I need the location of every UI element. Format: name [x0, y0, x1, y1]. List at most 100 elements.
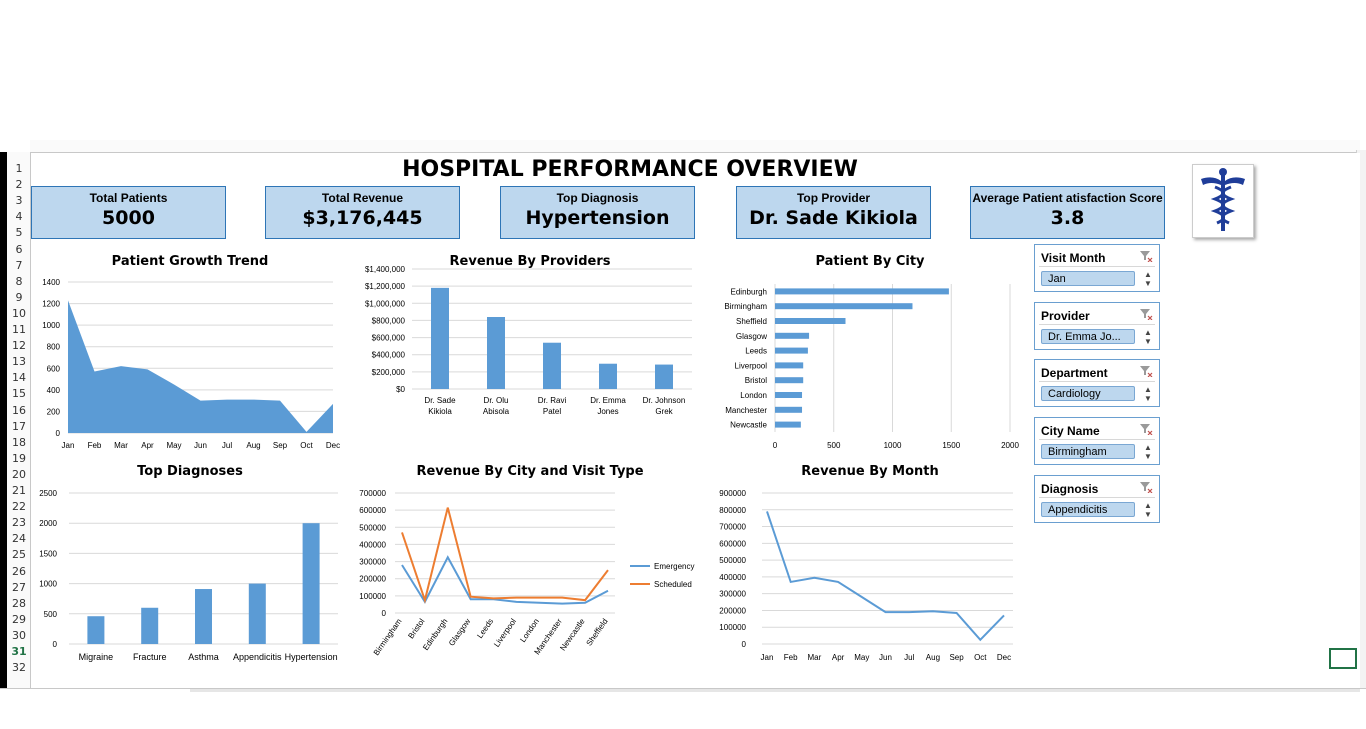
category-label: Manchester: [725, 406, 767, 415]
category-label: May: [854, 653, 869, 662]
row-number[interactable]: 30: [12, 628, 26, 642]
row-number[interactable]: 6: [15, 242, 23, 256]
row-number[interactable]: 5: [15, 226, 23, 240]
category-label: Birmingham: [372, 617, 404, 657]
slicer-visit-month[interactable]: Visit Month Jan ▲ ▼: [1034, 244, 1160, 292]
tick-label: 200: [47, 407, 61, 416]
kpi-top-diagnosis[interactable]: Top Diagnosis Hypertension: [500, 186, 695, 239]
tab-strip[interactable]: [190, 689, 1360, 692]
row-number[interactable]: 1: [15, 162, 23, 175]
clear-filter-icon[interactable]: [1139, 250, 1153, 262]
scroll-arrows-icon[interactable]: ▲ ▼: [1144, 443, 1152, 461]
row-number[interactable]: 4: [15, 210, 23, 224]
tick-label: 500: [44, 610, 58, 619]
category-label: Leeds: [475, 617, 495, 640]
tick-label: Aug: [246, 441, 260, 450]
row-number[interactable]: 21: [12, 484, 26, 497]
row-number[interactable]: 20: [12, 467, 26, 481]
tick-label: $600,000: [372, 334, 406, 343]
row-number[interactable]: 7: [15, 258, 23, 272]
tick-label: 400: [47, 386, 61, 395]
revenue-by-providers-chart[interactable]: $0 $200,000 $400,000 $600,000 $800,000 $1,000…: [350, 262, 695, 427]
blank-area: [0, 0, 1366, 140]
revenue-by-city-visit-chart[interactable]: 0 100000 200000 300000 400000 500000 600000 700…: [350, 485, 705, 685]
kpi-total-revenue[interactable]: Total Revenue $3,176,445: [265, 186, 460, 239]
row-number[interactable]: 13: [12, 355, 26, 369]
selected-cell[interactable]: [1329, 648, 1357, 669]
scroll-arrows-icon[interactable]: ▲ ▼: [1144, 328, 1152, 346]
row-number[interactable]: 28: [12, 596, 26, 610]
tick-label: $0: [396, 385, 405, 394]
slicer-item[interactable]: Jan: [1041, 271, 1135, 286]
slicer-diagnosis[interactable]: Diagnosis Appendicitis ▲ ▼: [1034, 475, 1160, 523]
category-label: Sheffield: [736, 317, 767, 326]
clear-filter-icon[interactable]: [1139, 481, 1153, 493]
row-number[interactable]: 19: [12, 451, 26, 465]
row-number[interactable]: 17: [12, 419, 26, 433]
row-number[interactable]: 25: [12, 548, 26, 562]
tick-label: 1000: [42, 321, 60, 330]
slicer-item[interactable]: Appendicitis: [1041, 502, 1135, 517]
tick-label: 2000: [39, 519, 57, 528]
row-number[interactable]: 24: [12, 532, 26, 546]
tick-label: Jun: [194, 441, 207, 450]
patient-by-city-chart[interactable]: 0 500 1000 1500 2000 Edinburgh Birmingham Sheff…: [705, 280, 1025, 458]
clear-filter-icon[interactable]: [1139, 308, 1153, 320]
row-number[interactable]: 9: [15, 290, 23, 304]
caduceus-logo-icon[interactable]: [1192, 164, 1254, 238]
row-number[interactable]: 29: [12, 612, 26, 626]
tick-label: 2000: [1001, 441, 1019, 450]
clear-filter-icon[interactable]: [1139, 423, 1153, 435]
top-diagnoses-chart[interactable]: 0 500 1000 1500 2000 2500 Migraine Fracture Asth…: [31, 485, 346, 667]
row-number[interactable]: 2: [15, 178, 23, 192]
scroll-arrows-icon[interactable]: ▲ ▼: [1144, 385, 1152, 403]
row-number[interactable]: 23: [12, 516, 26, 530]
row-number[interactable]: 15: [12, 387, 26, 401]
row-number[interactable]: 27: [12, 580, 26, 594]
chart-title-revenue-providers: Revenue By Providers: [449, 254, 611, 269]
slicer-item[interactable]: Cardiology: [1041, 386, 1135, 401]
row-number[interactable]: 12: [12, 339, 26, 353]
kpi-average-satisfaction[interactable]: Average Patient atisfaction Score 3.8: [970, 186, 1165, 239]
scroll-arrows-icon[interactable]: ▲ ▼: [1144, 270, 1152, 288]
kpi-top-provider[interactable]: Top Provider Dr. Sade Kikiola: [736, 186, 931, 239]
row-number[interactable]: 11: [12, 323, 26, 336]
row-number[interactable]: 22: [12, 500, 26, 514]
row-number[interactable]: 10: [12, 306, 26, 320]
kpi-label: Total Revenue: [321, 191, 404, 205]
tick-label: Oct: [300, 441, 313, 450]
chart-title-revenue-month: Revenue By Month: [801, 464, 939, 479]
clear-filter-icon[interactable]: [1139, 365, 1153, 377]
row-number[interactable]: 31: [11, 645, 27, 658]
bar: [775, 392, 803, 398]
area-series: [68, 300, 333, 433]
bar: [775, 406, 803, 413]
bar: [775, 332, 810, 339]
window-edge: [0, 152, 7, 688]
revenue-by-month-chart[interactable]: 0 100000 200000 300000 400000 500000 600000 700…: [705, 485, 1025, 667]
row-number[interactable]: 26: [12, 564, 26, 578]
tick-label: 200000: [719, 606, 746, 615]
series-line-scheduled: [401, 507, 609, 604]
row-number[interactable]: 14: [12, 371, 26, 385]
legend-label: Scheduled: [654, 580, 692, 589]
row-number[interactable]: 16: [12, 403, 26, 417]
slicer-city-name[interactable]: City Name Birmingham ▲ ▼: [1034, 417, 1160, 465]
tick-label: Dec: [326, 441, 340, 450]
row-number[interactable]: 8: [15, 274, 23, 288]
patient-growth-chart[interactable]: 0 200 400 600 800 1000 1200 1400 Jan Feb Mar Apr May…: [31, 270, 346, 460]
category-label: Appendicitis: [233, 652, 282, 662]
row-number[interactable]: 3: [15, 194, 23, 208]
scroll-arrows-icon[interactable]: ▲ ▼: [1144, 501, 1152, 519]
slicer-department[interactable]: Department Cardiology ▲ ▼: [1034, 359, 1160, 407]
tick-label: 400000: [719, 573, 746, 582]
slicer-item[interactable]: Birmingham: [1041, 444, 1135, 459]
row-number[interactable]: 18: [12, 435, 26, 449]
tick-label: 600: [47, 364, 61, 373]
tick-label: 500000: [359, 523, 386, 532]
kpi-total-patients[interactable]: Total Patients 5000: [31, 186, 226, 239]
row-number[interactable]: 32: [12, 661, 26, 675]
tick-label: 600000: [359, 506, 386, 515]
slicer-item[interactable]: Dr. Emma Jo...: [1041, 329, 1135, 344]
slicer-provider[interactable]: Provider Dr. Emma Jo... ▲ ▼: [1034, 302, 1160, 350]
